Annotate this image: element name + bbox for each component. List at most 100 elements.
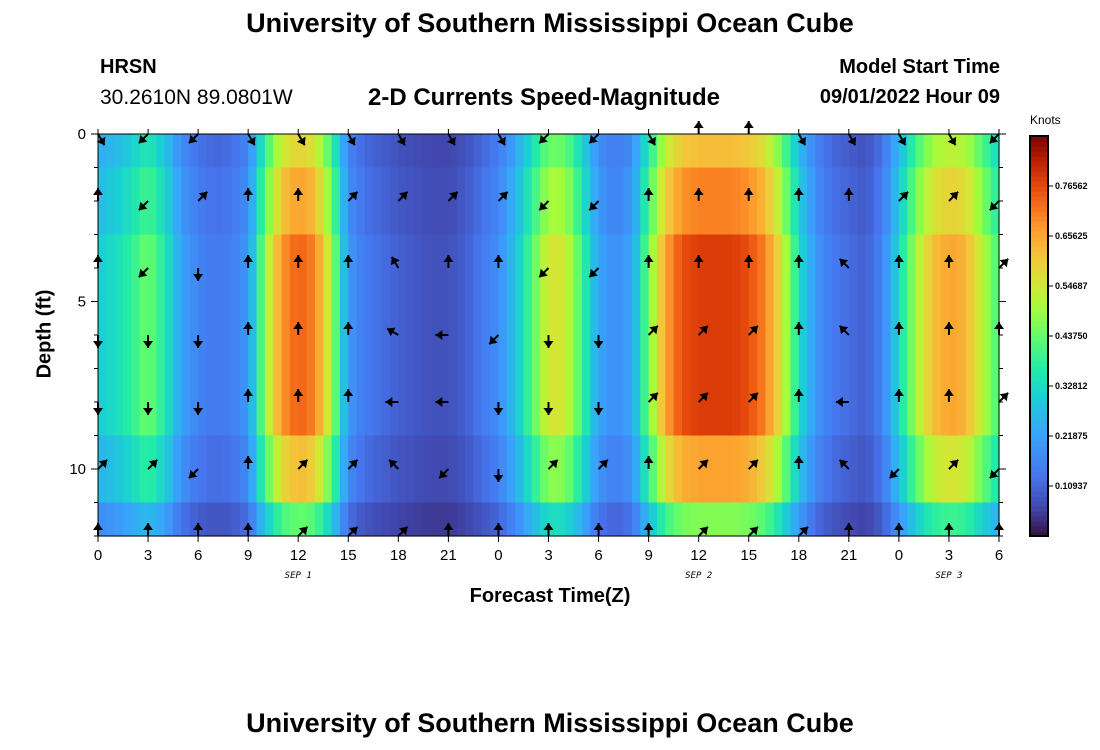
current-arrow-head — [847, 136, 857, 146]
heatmap-cell — [832, 234, 842, 269]
heatmap-cell — [698, 134, 708, 169]
heatmap-cell — [540, 435, 550, 470]
heatmap-cell — [848, 167, 858, 202]
heatmap-cell — [990, 301, 1000, 336]
heatmap-cell — [782, 268, 792, 303]
heatmap-cell — [123, 134, 132, 169]
heatmap-cell — [715, 167, 725, 202]
heatmap-cell — [890, 469, 900, 504]
heatmap-cell — [131, 234, 141, 269]
heatmap-cell — [189, 234, 199, 269]
heatmap-cell — [431, 335, 441, 370]
heatmap-cell — [723, 502, 733, 537]
heatmap-cell — [339, 201, 349, 236]
heatmap-cell — [515, 234, 525, 269]
x-tick-label: 6 — [194, 547, 202, 564]
heatmap-cell — [164, 335, 174, 370]
heatmap-cell — [423, 368, 433, 403]
heatmap-cell — [790, 335, 800, 370]
heatmap-cell — [590, 268, 600, 303]
heatmap-cell — [206, 301, 216, 336]
heatmap-cell — [431, 167, 441, 202]
heatmap-cell — [640, 335, 650, 370]
heatmap-cell — [631, 268, 641, 303]
chart-subtitle: 2-D Currents Speed-Magnitude — [368, 84, 721, 111]
heatmap-cell — [214, 201, 224, 236]
heatmap-cell — [815, 402, 825, 437]
heatmap-cell — [606, 335, 616, 370]
heatmap-cell — [690, 234, 700, 269]
current-arrow-head — [749, 459, 758, 469]
heatmap-cell — [707, 167, 716, 202]
heatmap-cell — [114, 435, 124, 470]
heatmap-cell — [531, 134, 541, 169]
heatmap-cell — [873, 502, 883, 537]
heatmap-cell — [381, 301, 391, 336]
heatmap-cell — [148, 368, 157, 403]
heatmap-cell — [98, 234, 107, 269]
heatmap-cell — [815, 469, 825, 504]
heatmap-cell — [840, 234, 850, 269]
heatmap-cell — [907, 268, 917, 303]
heatmap-cell — [281, 368, 291, 403]
heatmap-cell — [957, 167, 967, 202]
heatmap-cell — [181, 268, 191, 303]
heatmap-cell — [314, 301, 324, 336]
heatmap-cell — [256, 167, 266, 202]
heatmap-cell — [373, 502, 383, 537]
heatmap-cell — [823, 301, 833, 336]
heatmap-cell — [556, 134, 566, 169]
current-arrow-head — [793, 456, 804, 463]
heatmap-cell — [540, 368, 550, 403]
heatmap-cell — [339, 435, 349, 470]
heatmap-cell — [982, 201, 992, 236]
heatmap-cell — [264, 234, 274, 269]
heatmap-cell — [98, 134, 107, 169]
heatmap-cell — [556, 435, 566, 470]
heatmap-cell — [832, 167, 842, 202]
heatmap-cell — [289, 435, 299, 470]
heatmap-cell — [515, 469, 525, 504]
heatmap-cell — [581, 335, 591, 370]
heatmap-cell — [348, 234, 358, 269]
heatmap-cell — [123, 469, 132, 504]
heatmap-cell — [498, 234, 508, 269]
current-arrow-head — [749, 325, 758, 335]
heatmap-cell — [565, 435, 575, 470]
heatmap-cell — [665, 134, 675, 169]
colorbar-segment — [1030, 501, 1048, 507]
heatmap-cell — [757, 167, 767, 202]
heatmap-cell — [239, 201, 249, 236]
heatmap-cell — [339, 134, 349, 169]
heatmap-cell — [832, 134, 842, 169]
heatmap-cell — [973, 134, 983, 169]
heatmap-cell — [490, 167, 500, 202]
heatmap-cell — [932, 167, 942, 202]
heatmap-cell — [398, 402, 408, 437]
heatmap-cell — [556, 502, 566, 537]
heatmap-cell — [573, 335, 583, 370]
heatmap-cell — [356, 167, 366, 202]
heatmap-cell — [239, 234, 249, 269]
heatmap-cell — [748, 268, 758, 303]
heatmap-cell — [515, 167, 525, 202]
heatmap-cell — [932, 268, 942, 303]
heatmap-cell — [148, 335, 157, 370]
heatmap-cell — [982, 167, 992, 202]
heatmap-cell — [398, 435, 408, 470]
heatmap-cell — [606, 402, 616, 437]
heatmap-cell — [273, 268, 283, 303]
heatmap-cell — [465, 234, 475, 269]
heatmap-cell — [623, 435, 633, 470]
heatmap-cell — [631, 335, 641, 370]
colorbar-segment — [1030, 526, 1048, 532]
heatmap-cell — [765, 502, 775, 537]
heatmap-cell — [598, 502, 608, 537]
heatmap-cell — [973, 201, 983, 236]
heatmap-cell — [540, 402, 550, 437]
heatmap-cell — [807, 368, 817, 403]
current-arrow-head — [489, 335, 498, 345]
heatmap-cell — [648, 368, 658, 403]
heatmap-cell — [381, 502, 391, 537]
heatmap-cell — [148, 301, 157, 336]
